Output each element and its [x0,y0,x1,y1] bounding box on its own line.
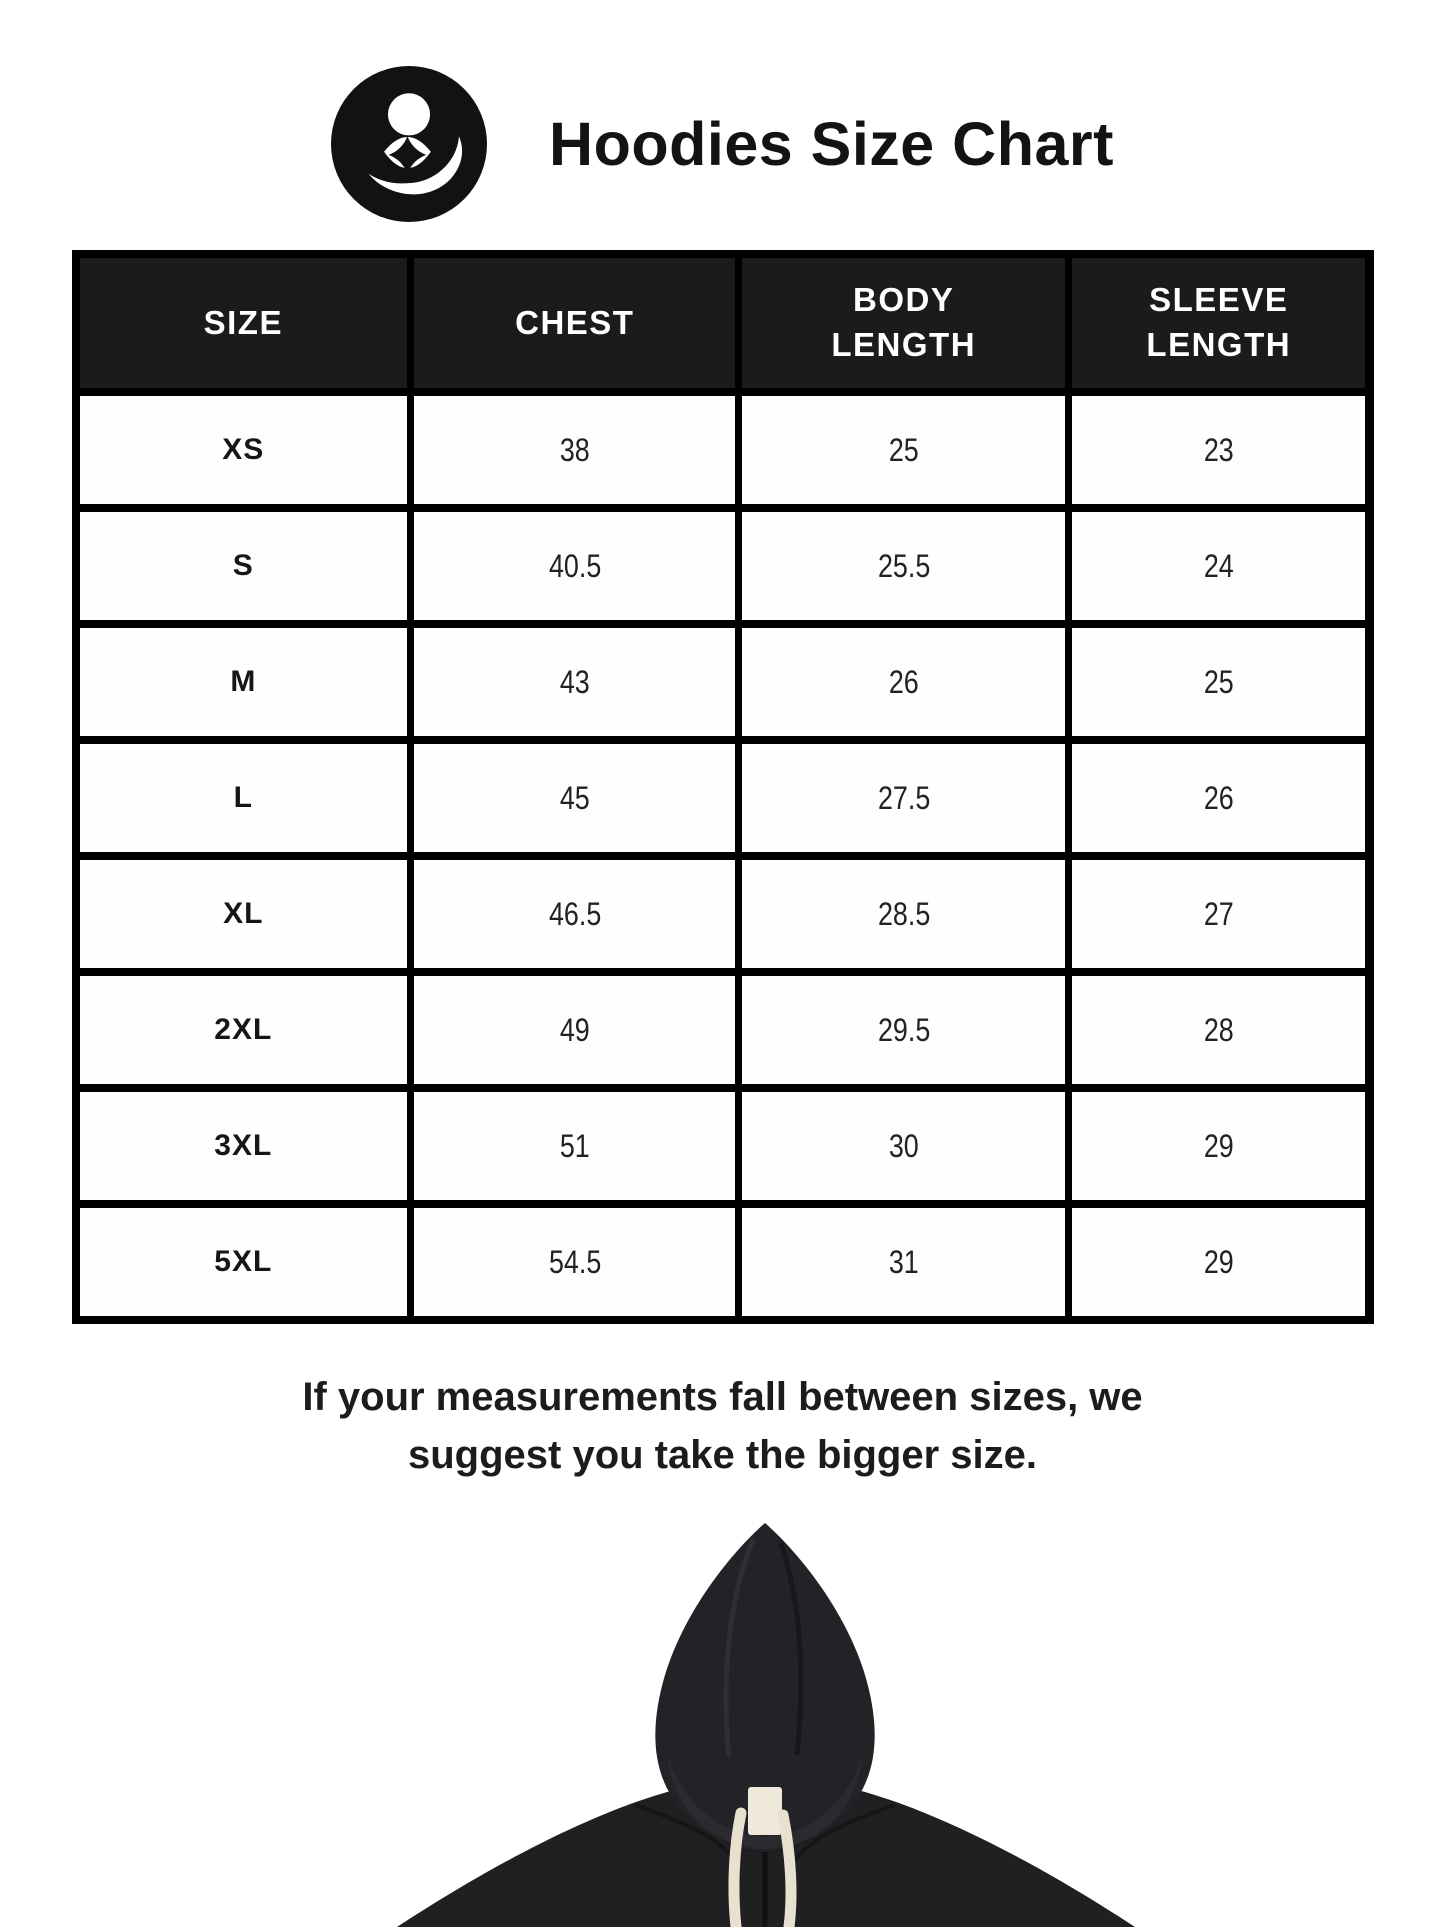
cell-chest: 40.5 [414,512,736,620]
cell-body-length: 31 [742,1208,1066,1316]
hoodie-photo [385,1517,1145,1927]
cell-sleeve-length: 29 [1072,1208,1366,1316]
column-header-chest: CHEST [414,258,736,388]
size-chart-table: SIZE CHEST BODY LENGTH SLEEVE LENGTH XS … [71,250,1374,1324]
cell-chest: 45 [414,744,736,852]
cell-sleeve-length: 27 [1072,860,1366,968]
cell-sleeve-length: 29 [1072,1092,1366,1200]
cell-body-length: 28.5 [742,860,1066,968]
sizing-note: If your measurements fall between sizes,… [0,1368,1445,1484]
table-row: M 43 26 25 [79,628,1366,736]
cell-body-length: 30 [742,1092,1066,1200]
table-row: XL 46.5 28.5 27 [79,860,1366,968]
cell-size: M [79,628,408,736]
cell-body-length: 27.5 [742,744,1066,852]
cell-body-length: 26 [742,628,1066,736]
brand-logo-icon [331,66,488,222]
sizing-note-line1: If your measurements fall between sizes,… [302,1375,1143,1419]
cell-body-length: 29.5 [742,976,1066,1084]
header: Hoodies Size Chart [0,0,1445,222]
column-header-size: SIZE [79,258,408,388]
column-header-body-length: BODY LENGTH [742,258,1066,388]
cell-sleeve-length: 26 [1072,744,1366,852]
table-body: XS 38 25 23 S 40.5 25.5 24 M 43 26 25 L … [79,396,1366,1316]
table-row: 5XL 54.5 31 29 [79,1208,1366,1316]
cell-sleeve-length: 28 [1072,976,1366,1084]
sizing-note-line2: suggest you take the bigger size. [407,1433,1038,1477]
cell-size: L [79,744,408,852]
cell-chest: 54.5 [414,1208,736,1316]
cell-size: XS [79,396,408,504]
table-header-row: SIZE CHEST BODY LENGTH SLEEVE LENGTH [79,258,1366,388]
table-row: 2XL 49 29.5 28 [79,976,1366,1084]
page-title: Hoodies Size Chart [549,110,1114,178]
table-row: XS 38 25 23 [79,396,1366,504]
cell-chest: 51 [414,1092,736,1200]
column-header-sleeve-length: SLEEVE LENGTH [1072,258,1366,388]
cell-chest: 49 [414,976,736,1084]
cell-sleeve-length: 23 [1072,396,1366,504]
cell-chest: 43 [414,628,736,736]
cell-body-length: 25.5 [742,512,1066,620]
cell-size: 5XL [79,1208,408,1316]
table-row: L 45 27.5 26 [79,744,1366,852]
cell-size: 3XL [79,1092,408,1200]
cell-sleeve-length: 25 [1072,628,1366,736]
cell-sleeve-length: 24 [1072,512,1366,620]
cell-size: S [79,512,408,620]
table-row: S 40.5 25.5 24 [79,512,1366,620]
table-row: 3XL 51 30 29 [79,1092,1366,1200]
cell-size: 2XL [79,976,408,1084]
cell-size: XL [79,860,408,968]
cell-chest: 38 [414,396,736,504]
cell-chest: 46.5 [414,860,736,968]
cell-body-length: 25 [742,396,1066,504]
